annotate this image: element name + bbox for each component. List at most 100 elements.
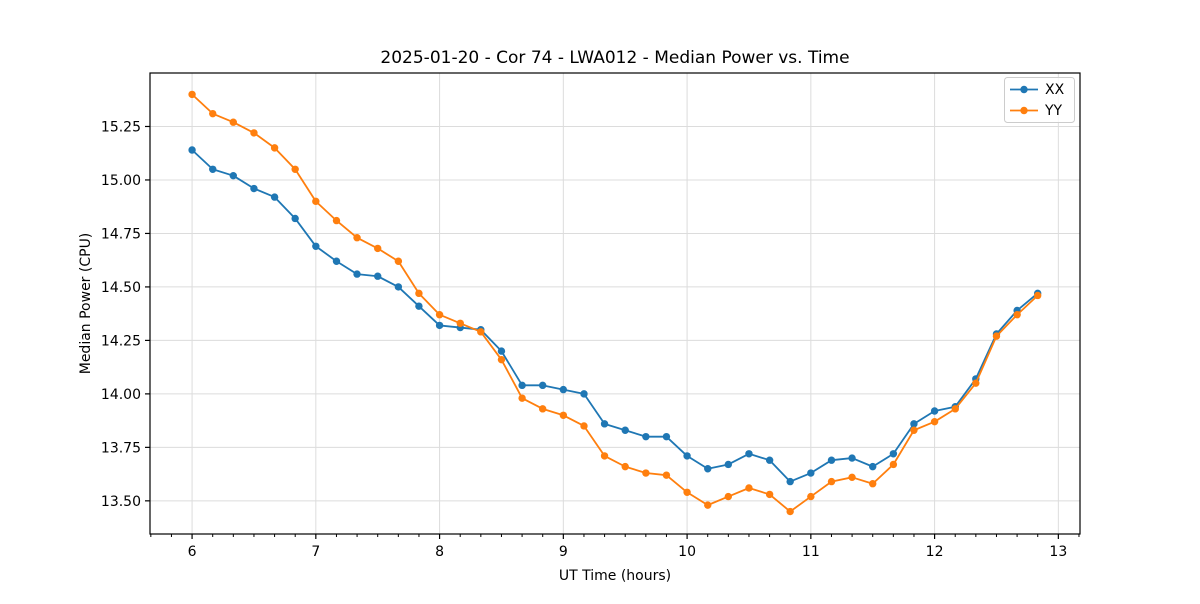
data-point — [600, 452, 609, 460]
data-point — [353, 270, 361, 278]
data-point — [910, 420, 918, 428]
data-point — [889, 450, 898, 458]
y-tick-label: 14.25 — [101, 333, 141, 349]
data-point — [518, 381, 526, 390]
data-point — [951, 405, 959, 413]
data-point — [972, 379, 980, 387]
data-point — [188, 146, 196, 154]
data-point — [291, 214, 299, 223]
x-minor-ticks — [150, 534, 1080, 537]
legend-marker-swatch — [1020, 85, 1028, 94]
data-point — [250, 129, 258, 137]
x-tick-label: 11 — [802, 544, 820, 560]
data-point — [497, 355, 506, 364]
data-point — [910, 426, 918, 434]
series-XX-line — [191, 149, 1039, 483]
data-point — [704, 465, 712, 473]
y-tick-label: 13.50 — [101, 494, 141, 510]
x-axis: 6 7 8 9 10 11 12 13 — [188, 534, 1067, 560]
data-point — [889, 460, 898, 469]
data-point — [374, 272, 382, 280]
data-point — [930, 407, 939, 415]
y-axis-label: Median Power (CPU) — [78, 233, 94, 375]
data-point — [477, 328, 485, 336]
data-point — [827, 456, 836, 464]
data-point — [662, 471, 671, 479]
data-point — [869, 480, 877, 488]
data-point — [724, 460, 732, 469]
data-point — [229, 171, 237, 180]
data-point — [209, 165, 217, 173]
data-point — [786, 507, 794, 516]
data-point — [580, 390, 588, 398]
x-tick-label: 8 — [435, 544, 444, 560]
data-point — [188, 90, 196, 99]
x-tick-label: 12 — [926, 544, 944, 560]
x-tick-label: 10 — [678, 544, 696, 560]
x-tick-label: 9 — [559, 544, 568, 560]
data-point — [270, 144, 279, 152]
data-point — [930, 417, 939, 426]
data-point — [765, 490, 774, 499]
data-point — [312, 242, 320, 250]
y-tick-label: 14.00 — [101, 387, 141, 403]
legend-item-xx: XX — [1010, 82, 1065, 98]
data-point — [415, 289, 423, 298]
data-point — [745, 484, 753, 492]
data-point — [848, 454, 856, 462]
data-point — [704, 501, 712, 509]
data-point — [765, 456, 774, 464]
y-tick-label: 14.75 — [101, 226, 141, 242]
data-point — [580, 422, 588, 430]
data-point — [807, 492, 815, 501]
y-tick-label: 15.00 — [101, 173, 141, 189]
data-point — [848, 473, 856, 482]
data-point — [374, 244, 382, 253]
data-point — [229, 118, 237, 126]
data-point — [559, 385, 568, 394]
legend-marker-swatch — [1020, 106, 1028, 115]
data-point — [394, 257, 403, 265]
data-point — [786, 477, 794, 486]
data-point — [270, 193, 279, 201]
data-point — [1033, 291, 1042, 300]
series-XX-markers — [188, 146, 1042, 486]
series-YY-line — [191, 93, 1039, 513]
legend-label: XX — [1045, 82, 1065, 98]
data-point — [394, 283, 403, 291]
data-point — [538, 381, 547, 390]
data-point — [827, 477, 836, 486]
data-point — [642, 469, 650, 477]
x-tick-label: 13 — [1049, 544, 1067, 560]
x-tick-label: 7 — [311, 544, 320, 560]
legend: XX YY — [1004, 77, 1075, 123]
data-point — [332, 257, 341, 265]
data-point — [662, 432, 671, 441]
chart-title: 2025-01-20 - Cor 74 - LWA012 - Median Po… — [380, 48, 849, 68]
data-point — [353, 234, 361, 242]
x-tick-label: 6 — [188, 544, 197, 560]
data-point — [621, 426, 629, 434]
data-point — [621, 462, 629, 471]
data-point — [559, 411, 568, 419]
data-point — [435, 311, 444, 319]
data-point — [869, 462, 877, 471]
data-point — [415, 302, 423, 310]
data-point — [435, 321, 444, 330]
data-point — [497, 347, 506, 355]
data-point — [683, 452, 691, 460]
x-axis-label: UT Time (hours) — [559, 568, 671, 584]
y-tick-label: 15.25 — [101, 119, 141, 135]
data-point — [538, 405, 547, 413]
data-point — [992, 332, 1001, 340]
y-axis: 13.50 13.75 14.00 14.25 14.50 14.75 15.00 15.25 — [101, 119, 150, 510]
data-point — [209, 109, 217, 118]
data-point — [1013, 311, 1021, 319]
gridlines — [150, 73, 1080, 534]
data-point — [291, 165, 299, 173]
data-point — [745, 450, 753, 458]
data-point — [456, 319, 464, 327]
data-point — [312, 197, 320, 206]
